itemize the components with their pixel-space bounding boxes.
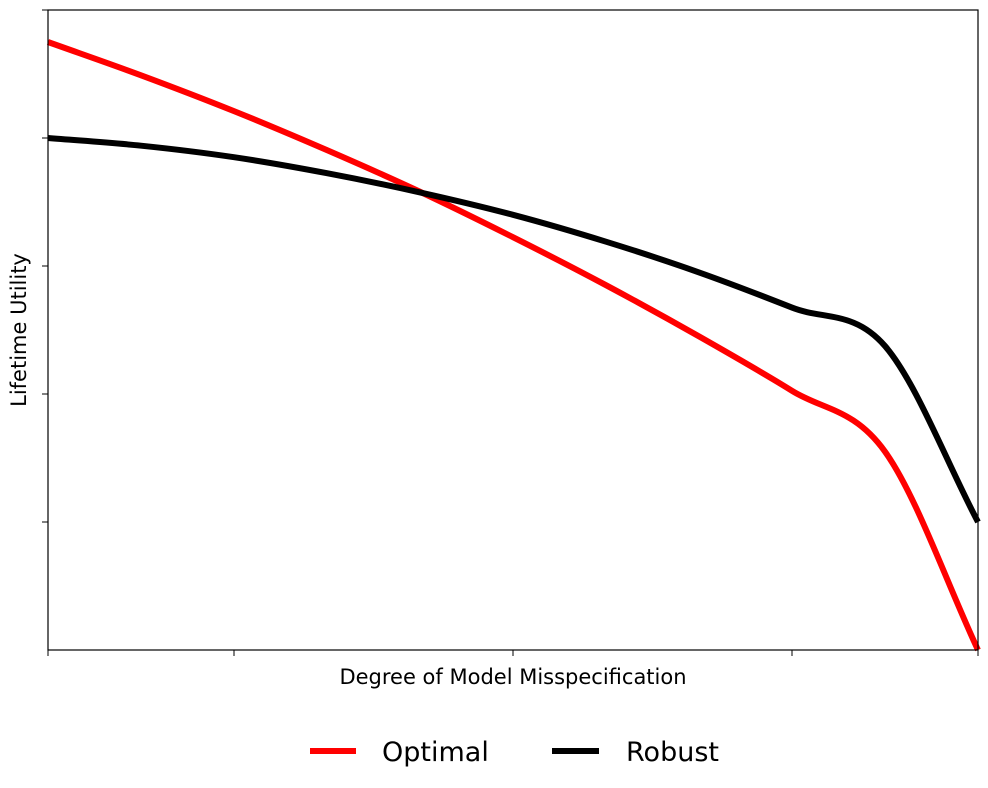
legend: Optimal Robust <box>310 737 719 768</box>
legend-label-robust: Robust <box>626 737 719 768</box>
x-axis-label: Degree of Model Misspecification <box>339 665 686 689</box>
series-layer <box>46 39 981 652</box>
series-line-robust <box>47 135 981 524</box>
y-axis-label: Lifetime Utility <box>7 253 31 407</box>
series-line-optimal <box>46 39 981 652</box>
plot-frame <box>47 9 979 651</box>
legend-label-optimal: Optimal <box>382 737 489 768</box>
tick-layer <box>42 9 979 656</box>
